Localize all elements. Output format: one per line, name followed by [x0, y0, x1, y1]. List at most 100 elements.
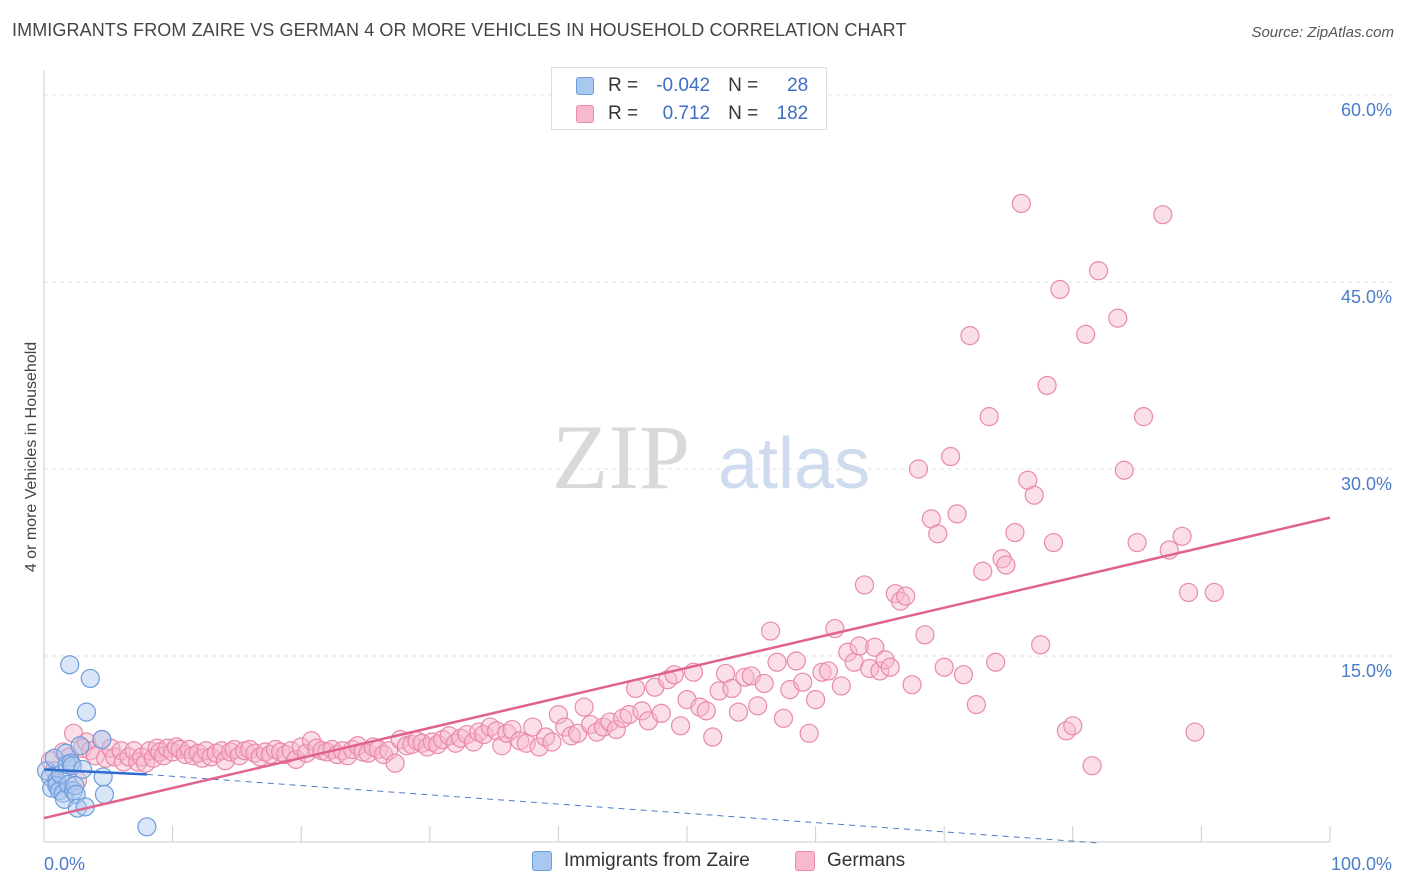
point-germans-157 [896, 586, 916, 606]
point-germans-194 [1178, 582, 1199, 603]
y-tick-label-2: 45.0% [1341, 287, 1392, 307]
point-germans-175 [1011, 193, 1031, 214]
point-germans-110 [606, 719, 626, 740]
point-zaire-28 [137, 817, 157, 837]
point-zaire-25 [92, 729, 112, 750]
point-germans-186 [1088, 261, 1109, 281]
r-label: R = [608, 103, 639, 124]
r-value-zaire: -0.042 [656, 75, 711, 96]
point-germans-99 [535, 727, 556, 747]
point-germans-154 [880, 657, 900, 677]
point-germans-165 [947, 504, 967, 524]
point-zaire-26 [93, 767, 113, 787]
point-germans-174 [1005, 522, 1025, 543]
r-label: R = [608, 75, 639, 96]
y-tick-label-3: 60.0% [1341, 100, 1392, 120]
point-germans-87 [463, 732, 484, 752]
series-1-points [40, 193, 1224, 793]
point-germans-185 [1082, 756, 1102, 776]
point-germans-136 [773, 708, 794, 728]
point-germans-182 [1056, 721, 1076, 741]
point-germans-98 [529, 737, 549, 757]
point-germans-68 [358, 743, 378, 763]
point-germans-138 [786, 651, 806, 671]
point-germans-94 [502, 719, 522, 740]
point-germans-73 [385, 753, 405, 773]
point-germans-45 [240, 739, 260, 760]
legend-item-zaire[interactable]: Immigrants from Zaire [532, 850, 750, 872]
point-germans-163 [934, 657, 954, 677]
legend-item-germans[interactable]: Germans [795, 850, 905, 872]
n-label: N = [728, 103, 759, 124]
axes [43, 70, 1331, 843]
point-germans-72 [379, 741, 399, 761]
point-germans-133 [754, 673, 774, 694]
point-germans-117 [651, 703, 671, 723]
point-germans-179 [1037, 375, 1057, 396]
stats-legend-row-germans: R = 0.712 N = 182 [576, 101, 808, 127]
point-germans-146 [838, 642, 858, 662]
point-germans-164 [941, 446, 961, 467]
point-germans-152 [870, 661, 890, 681]
point-germans-18 [124, 741, 144, 761]
point-germans-96 [516, 733, 536, 753]
watermark-atlas: atlas [718, 424, 870, 504]
point-germans-170 [979, 407, 999, 427]
point-germans-188 [1114, 460, 1134, 480]
point-germans-189 [1127, 532, 1147, 553]
point-germans-78 [412, 733, 432, 753]
point-zaire-21 [72, 759, 93, 780]
point-germans-166 [953, 665, 974, 685]
point-zaire-24 [80, 668, 100, 689]
point-germans-195 [1185, 722, 1205, 742]
point-germans-134 [760, 621, 781, 641]
legend-swatch-zaire [576, 77, 594, 95]
point-germans-171 [986, 652, 1006, 672]
watermark: ZIP atlas [552, 406, 870, 508]
legend-label-zaire: Immigrants from Zaire [564, 850, 750, 871]
point-germans-42 [224, 739, 244, 760]
point-zaire-20 [70, 736, 90, 756]
point-germans-187 [1108, 308, 1128, 328]
point-zaire-23 [76, 702, 97, 722]
point-germans-114 [632, 701, 652, 721]
point-germans-177 [1024, 485, 1044, 505]
point-germans-151 [865, 637, 885, 657]
point-germans-181 [1050, 279, 1070, 300]
point-germans-162 [928, 524, 948, 544]
point-germans-139 [793, 672, 813, 692]
point-germans-124 [696, 701, 716, 721]
point-zaire-12 [58, 774, 79, 795]
point-germans-168 [966, 695, 986, 715]
stats-legend: R = -0.042 N = 28 R = 0.712 N = 182 [551, 67, 827, 130]
point-germans-140 [799, 723, 819, 743]
legend-swatch-zaire [532, 851, 552, 871]
point-germans-46 [245, 743, 265, 763]
data-points [36, 193, 1224, 837]
y-tick-label-1: 30.0% [1341, 474, 1392, 494]
point-germans-167 [960, 326, 980, 346]
point-germans-100 [542, 732, 562, 752]
trend-line-zaire-extension [146, 773, 1099, 844]
point-germans-51 [271, 742, 291, 762]
point-germans-173 [996, 555, 1016, 575]
point-germans-159 [908, 459, 929, 479]
chart-title: IMMIGRANTS FROM ZAIRE VS GERMAN 4 OR MOR… [12, 20, 907, 40]
tick-labels: 15.0% 30.0% 45.0% 60.0% 0.0% 100.0% [44, 100, 1392, 874]
point-germans-190 [1133, 407, 1154, 427]
point-germans-112 [619, 704, 639, 725]
point-germans-101 [548, 704, 569, 725]
series-legend: Immigrants from Zaire Germans [0, 850, 1406, 878]
point-germans-86 [457, 724, 477, 745]
legend-label-germans: Germans [827, 850, 906, 871]
point-germans-52 [276, 744, 296, 765]
point-germans-191 [1153, 205, 1173, 225]
point-germans-142 [812, 662, 832, 682]
point-germans-143 [818, 661, 839, 681]
stats-legend-row-zaire: R = -0.042 N = 28 [576, 73, 808, 99]
point-germans-160 [915, 625, 935, 645]
point-germans-92 [492, 736, 512, 756]
point-germans-184 [1076, 324, 1096, 344]
trend-lines [43, 516, 1331, 844]
point-germans-128 [722, 678, 742, 699]
